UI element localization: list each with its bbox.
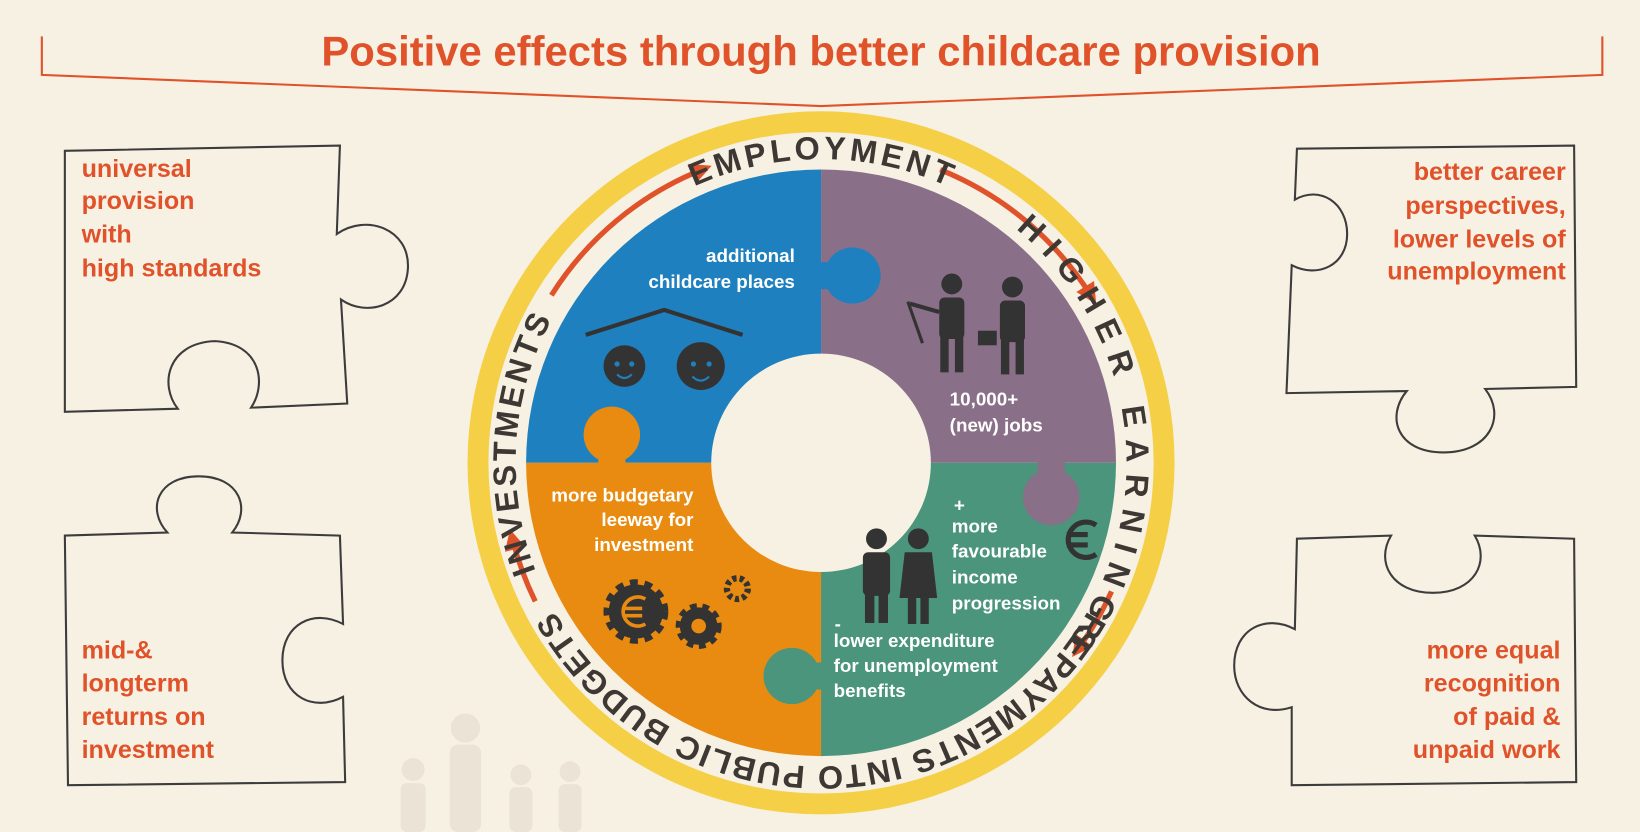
quadrant-text: more budgetary bbox=[551, 484, 694, 505]
quadrant-text: lower expenditure bbox=[834, 630, 995, 651]
corner-text: lower levels of bbox=[1393, 226, 1567, 254]
quadrant-text: (new) jobs bbox=[950, 415, 1043, 436]
corner-text: better career bbox=[1414, 158, 1566, 186]
quadrant-text: favourable bbox=[952, 540, 1047, 561]
corner-text: returns on bbox=[82, 703, 206, 731]
infographic: Positive effects through better childcar… bbox=[0, 0, 1640, 832]
puzzle-knob bbox=[1023, 469, 1079, 525]
quadrant-text: for unemployment bbox=[834, 655, 999, 676]
corner-text: provision bbox=[82, 187, 195, 215]
corner-text: mid-& bbox=[82, 636, 153, 664]
puzzle-knob bbox=[598, 447, 625, 466]
quadrant-text: investment bbox=[594, 534, 694, 555]
corner-text: universal bbox=[82, 155, 192, 183]
corner-text: more equal bbox=[1427, 636, 1561, 664]
quadrant-text: income bbox=[952, 566, 1018, 587]
puzzle-knob bbox=[811, 662, 826, 689]
quadrant-text: progression bbox=[952, 592, 1061, 613]
page: { "title": "Positive effects through bet… bbox=[0, 0, 1640, 832]
quadrant-text: benefits bbox=[834, 680, 906, 701]
corner-text: high standards bbox=[82, 255, 262, 283]
corner-text: unpaid work bbox=[1413, 736, 1561, 764]
quadrant-text: leeway for bbox=[601, 509, 694, 530]
corner-text: recognition bbox=[1424, 670, 1561, 698]
title: Positive effects through better childcar… bbox=[321, 28, 1320, 75]
quadrant-text: 10,000+ bbox=[950, 389, 1019, 410]
corner-text: longterm bbox=[82, 670, 189, 698]
corner-text: investment bbox=[82, 736, 215, 764]
corner-text: perspectives, bbox=[1405, 192, 1565, 220]
quadrant-text: more bbox=[952, 516, 998, 537]
center-hole bbox=[711, 354, 931, 572]
quadrant-text: childcare places bbox=[648, 271, 794, 292]
quadrant-text: additional bbox=[706, 245, 795, 266]
corner-text: unemployment bbox=[1387, 258, 1566, 286]
puzzle-knob bbox=[1038, 458, 1065, 477]
corner-text: with bbox=[81, 220, 132, 248]
corner-text: of paid & bbox=[1453, 703, 1560, 731]
plus-sign: + bbox=[954, 495, 965, 516]
puzzle-knob bbox=[816, 262, 837, 289]
